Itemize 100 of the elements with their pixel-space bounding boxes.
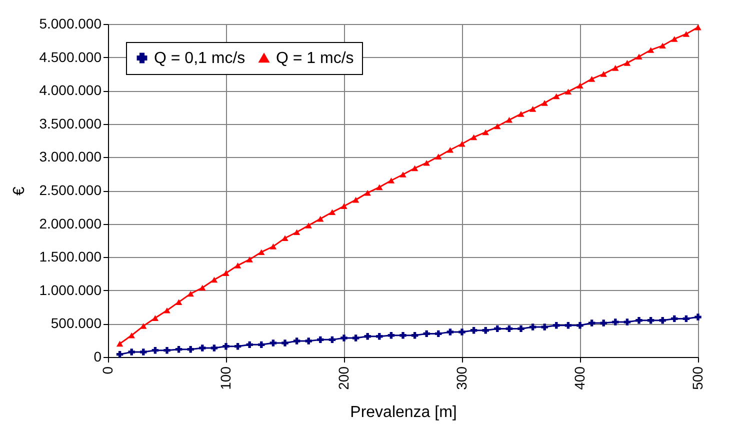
point bbox=[234, 262, 242, 268]
point bbox=[482, 129, 489, 136]
point bbox=[518, 111, 524, 117]
point bbox=[636, 317, 642, 324]
point bbox=[576, 322, 584, 329]
point bbox=[518, 325, 524, 332]
point bbox=[234, 342, 242, 350]
point bbox=[175, 346, 182, 353]
point bbox=[116, 340, 124, 347]
point bbox=[187, 290, 194, 297]
point bbox=[400, 172, 406, 178]
y-tick-label: 1.000.000 bbox=[39, 282, 102, 298]
point bbox=[128, 332, 135, 338]
y-tick-label: 500.000 bbox=[50, 315, 102, 332]
point bbox=[317, 216, 324, 222]
point bbox=[446, 146, 454, 153]
x-tick-label: 200 bbox=[336, 366, 352, 390]
point bbox=[340, 203, 348, 210]
point bbox=[612, 65, 619, 71]
point bbox=[576, 82, 584, 89]
point bbox=[270, 340, 277, 346]
x-axis-title: Prevalenza [m] bbox=[350, 404, 457, 421]
point bbox=[470, 327, 478, 334]
point bbox=[529, 324, 536, 330]
y-axis-title: € bbox=[11, 186, 28, 196]
point bbox=[494, 123, 501, 130]
point bbox=[659, 317, 666, 324]
y-tick-label: 0 bbox=[94, 348, 102, 364]
point bbox=[553, 93, 560, 100]
point bbox=[624, 318, 631, 326]
point bbox=[282, 235, 288, 242]
point bbox=[671, 36, 678, 42]
point bbox=[140, 323, 147, 329]
point bbox=[541, 100, 548, 106]
point bbox=[222, 342, 230, 350]
legend-label: Q = 1 mc/s bbox=[276, 50, 354, 67]
point bbox=[187, 346, 194, 353]
point bbox=[246, 341, 253, 348]
point bbox=[647, 47, 654, 53]
point bbox=[317, 336, 324, 344]
point bbox=[682, 315, 690, 322]
point bbox=[376, 333, 383, 340]
point bbox=[423, 330, 430, 338]
y-tick-label: 4.500.000 bbox=[39, 48, 102, 65]
point bbox=[199, 284, 206, 291]
point bbox=[435, 154, 442, 160]
point bbox=[671, 315, 678, 322]
y-tick-label: 2.500.000 bbox=[39, 182, 102, 198]
y-tick-label: 3.500.000 bbox=[39, 115, 102, 132]
point bbox=[364, 190, 371, 196]
point bbox=[258, 341, 265, 348]
point bbox=[612, 318, 619, 326]
point bbox=[458, 328, 466, 336]
x-tick-label: 300 bbox=[454, 366, 470, 390]
point bbox=[282, 340, 288, 346]
point bbox=[246, 256, 253, 262]
x-tick-label: 0 bbox=[100, 366, 116, 374]
point bbox=[210, 276, 218, 283]
point bbox=[210, 344, 218, 352]
point bbox=[694, 24, 702, 30]
x-tick-label: 400 bbox=[572, 366, 588, 390]
point bbox=[588, 320, 596, 326]
point bbox=[411, 165, 418, 172]
point bbox=[624, 60, 631, 66]
point bbox=[588, 76, 596, 82]
point bbox=[305, 338, 312, 344]
y-tick-label: 5.000.000 bbox=[39, 16, 102, 32]
point bbox=[152, 315, 159, 321]
y-tick-label: 2.000.000 bbox=[39, 215, 102, 232]
point bbox=[529, 106, 536, 112]
point bbox=[340, 334, 348, 342]
point bbox=[258, 249, 265, 256]
point bbox=[388, 178, 395, 184]
point bbox=[682, 31, 690, 37]
x-tick-label: 500 bbox=[690, 366, 706, 390]
point bbox=[482, 327, 489, 334]
point bbox=[364, 333, 371, 340]
point bbox=[199, 344, 206, 352]
point bbox=[222, 270, 230, 276]
point bbox=[458, 140, 466, 147]
point bbox=[328, 209, 336, 216]
point bbox=[128, 348, 135, 356]
point bbox=[659, 42, 666, 49]
point bbox=[270, 244, 277, 250]
point bbox=[352, 196, 360, 203]
point bbox=[411, 332, 418, 339]
legend-label: Q = 0,1 mc/s bbox=[154, 50, 246, 67]
point bbox=[636, 54, 642, 60]
y-tick-label: 3.000.000 bbox=[39, 148, 102, 165]
point bbox=[328, 336, 336, 344]
point bbox=[423, 160, 430, 166]
point bbox=[376, 184, 383, 190]
point bbox=[388, 332, 395, 339]
y-tick-label: 1.500.000 bbox=[39, 248, 102, 265]
point bbox=[564, 322, 572, 329]
point bbox=[164, 346, 170, 354]
point bbox=[494, 325, 501, 332]
point bbox=[400, 332, 406, 339]
point bbox=[541, 324, 548, 330]
point bbox=[175, 299, 182, 305]
